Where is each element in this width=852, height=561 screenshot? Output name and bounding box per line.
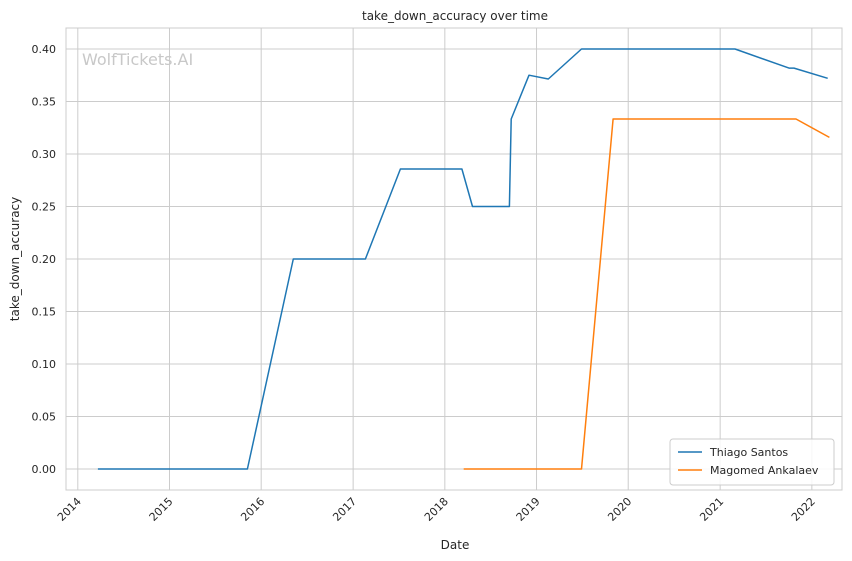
x-tick-labels: 2014 2015 2016 2017 2018 2019 2020 2021 2022 [55,495,818,524]
y-axis-label: take_down_accuracy [8,197,22,321]
x-tick-label: 2014 [55,495,84,524]
legend-label: Thiago Santos [709,446,788,459]
x-tick-label: 2019 [514,495,543,524]
legend-box [669,438,835,486]
y-tick-label: 0.30 [32,148,57,161]
series-layer [97,48,830,470]
y-tick-labels: 0.00 0.05 0.10 0.15 0.20 0.25 0.30 0.35 0.40 [32,43,57,476]
y-tick-label: 0.20 [32,253,57,266]
series-line-1 [97,48,828,470]
x-tick-label: 2017 [330,495,359,524]
y-tick-label: 0.35 [32,96,57,109]
x-tick-label: 2016 [238,495,267,524]
x-axis-label: Date [441,538,470,552]
x-tick-label: 2021 [697,495,726,524]
y-tick-label: 0.05 [32,411,57,424]
y-tick-label: 0.00 [32,463,57,476]
y-tick-label: 0.25 [32,201,57,214]
series-line-2 [463,118,830,470]
x-tick-label: 2018 [422,495,451,524]
y-tick-label: 0.40 [32,43,57,56]
watermark: WolfTickets.AI [82,50,193,69]
x-tick-label: 2015 [147,495,176,524]
x-tick-label: 2022 [789,495,818,524]
y-tick-label: 0.10 [32,358,57,371]
legend-label: Magomed Ankalaev [710,464,819,477]
legend: Thiago Santos Magomed Ankalaev [669,438,835,486]
chart-title: take_down_accuracy over time [362,9,548,23]
x-tick-label: 2020 [605,495,634,524]
y-tick-label: 0.15 [32,306,57,319]
